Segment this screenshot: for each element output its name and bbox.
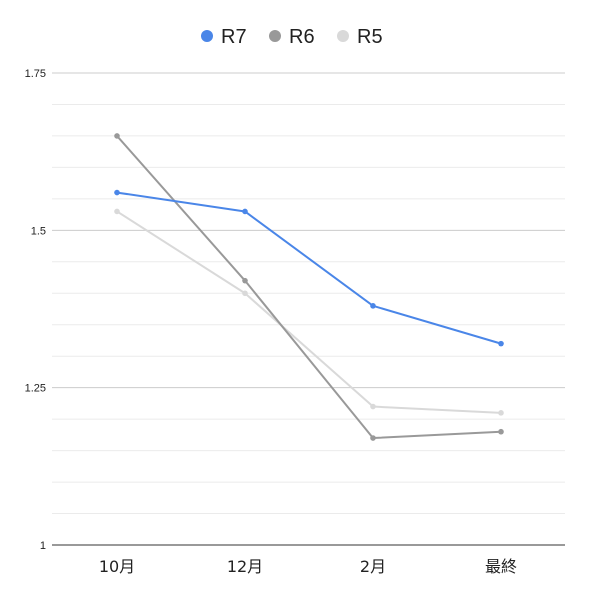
series-R6	[114, 133, 504, 441]
data-point	[370, 403, 376, 410]
data-point	[114, 133, 120, 139]
legend-label: R7	[221, 26, 247, 48]
series-line	[116, 191, 502, 345]
data-point	[242, 290, 248, 297]
legend-label: R5	[357, 26, 383, 48]
y-tick-label: 1.75	[25, 68, 46, 80]
legend-item: R7	[201, 26, 247, 48]
x-tick-label: 2月	[360, 557, 386, 576]
data-point	[498, 340, 504, 347]
x-axis: 10月 12月 2月 最終	[99, 557, 517, 576]
legend-marker	[201, 30, 213, 42]
data-point	[370, 435, 376, 441]
y-axis: 1 1.25 1.5 1.75	[25, 68, 46, 552]
x-tick-label: 10月	[99, 557, 135, 576]
legend-label: R6	[289, 26, 315, 48]
data-point	[370, 303, 376, 309]
series-lines	[114, 133, 504, 441]
legend: R7 R6 R5	[201, 26, 383, 48]
series-R7	[114, 189, 504, 347]
grid-lines	[52, 72, 565, 546]
data-point	[498, 428, 504, 435]
data-point	[498, 410, 504, 416]
data-point	[114, 208, 120, 215]
data-point	[242, 277, 248, 284]
legend-item: R5	[337, 26, 383, 48]
y-tick-label: 1.25	[25, 383, 46, 395]
x-tick-label: 最終	[485, 557, 517, 576]
legend-marker	[337, 30, 349, 42]
y-tick-label: 1	[40, 540, 46, 552]
y-tick-label: 1.5	[31, 225, 46, 237]
data-point	[242, 208, 248, 215]
legend-marker	[269, 30, 281, 42]
x-tick-label: 12月	[227, 557, 263, 576]
data-point	[114, 189, 120, 196]
series-line	[116, 210, 502, 414]
series-line	[116, 134, 502, 440]
series-R5	[114, 208, 504, 416]
legend-item: R6	[269, 26, 315, 48]
